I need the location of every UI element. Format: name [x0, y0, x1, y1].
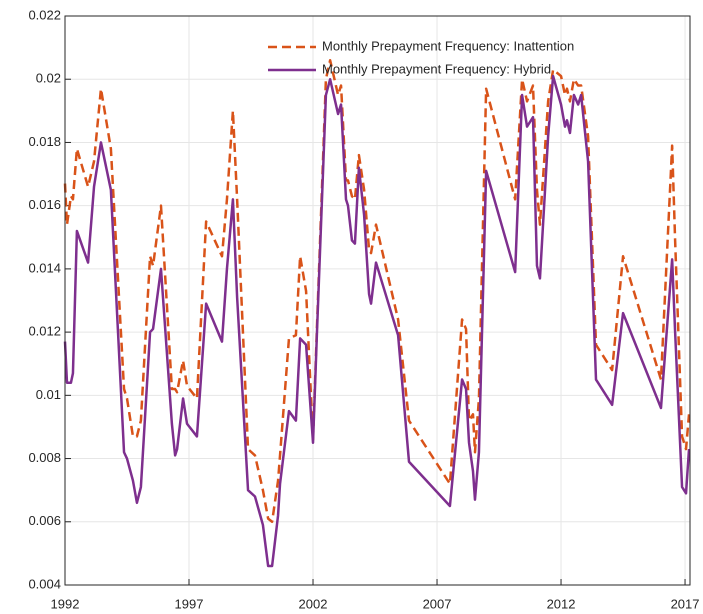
plot-area: [65, 16, 690, 585]
y-tick-label: 0.006: [28, 513, 61, 528]
x-tick-label: 2012: [547, 596, 576, 611]
y-tick-label: 0.02: [36, 71, 61, 86]
x-tick-label: 1997: [175, 596, 204, 611]
y-tick-label: 0.022: [28, 7, 61, 22]
legend-label: Monthly Prepayment Frequency: Hybrid: [322, 61, 551, 76]
y-tick-label: 0.008: [28, 450, 61, 465]
x-tick-label: 2007: [423, 596, 452, 611]
x-tick-label: 2002: [299, 596, 328, 611]
y-tick-label: 0.016: [28, 197, 61, 212]
x-tick-label: 2017: [671, 596, 700, 611]
series-line: [63, 74, 691, 568]
axes-box: [64, 15, 691, 586]
series-line: [63, 59, 691, 524]
y-tick-label: 0.014: [28, 260, 61, 275]
y-tick-label: 0.01: [36, 387, 61, 402]
x-tick-label: 1992: [51, 596, 80, 611]
legend-label: Monthly Prepayment Frequency: Inattentio…: [322, 38, 574, 53]
y-tick-label: 0.018: [28, 134, 61, 149]
y-tick-label: 0.012: [28, 324, 61, 339]
y-tick-label: 0.004: [28, 576, 61, 591]
